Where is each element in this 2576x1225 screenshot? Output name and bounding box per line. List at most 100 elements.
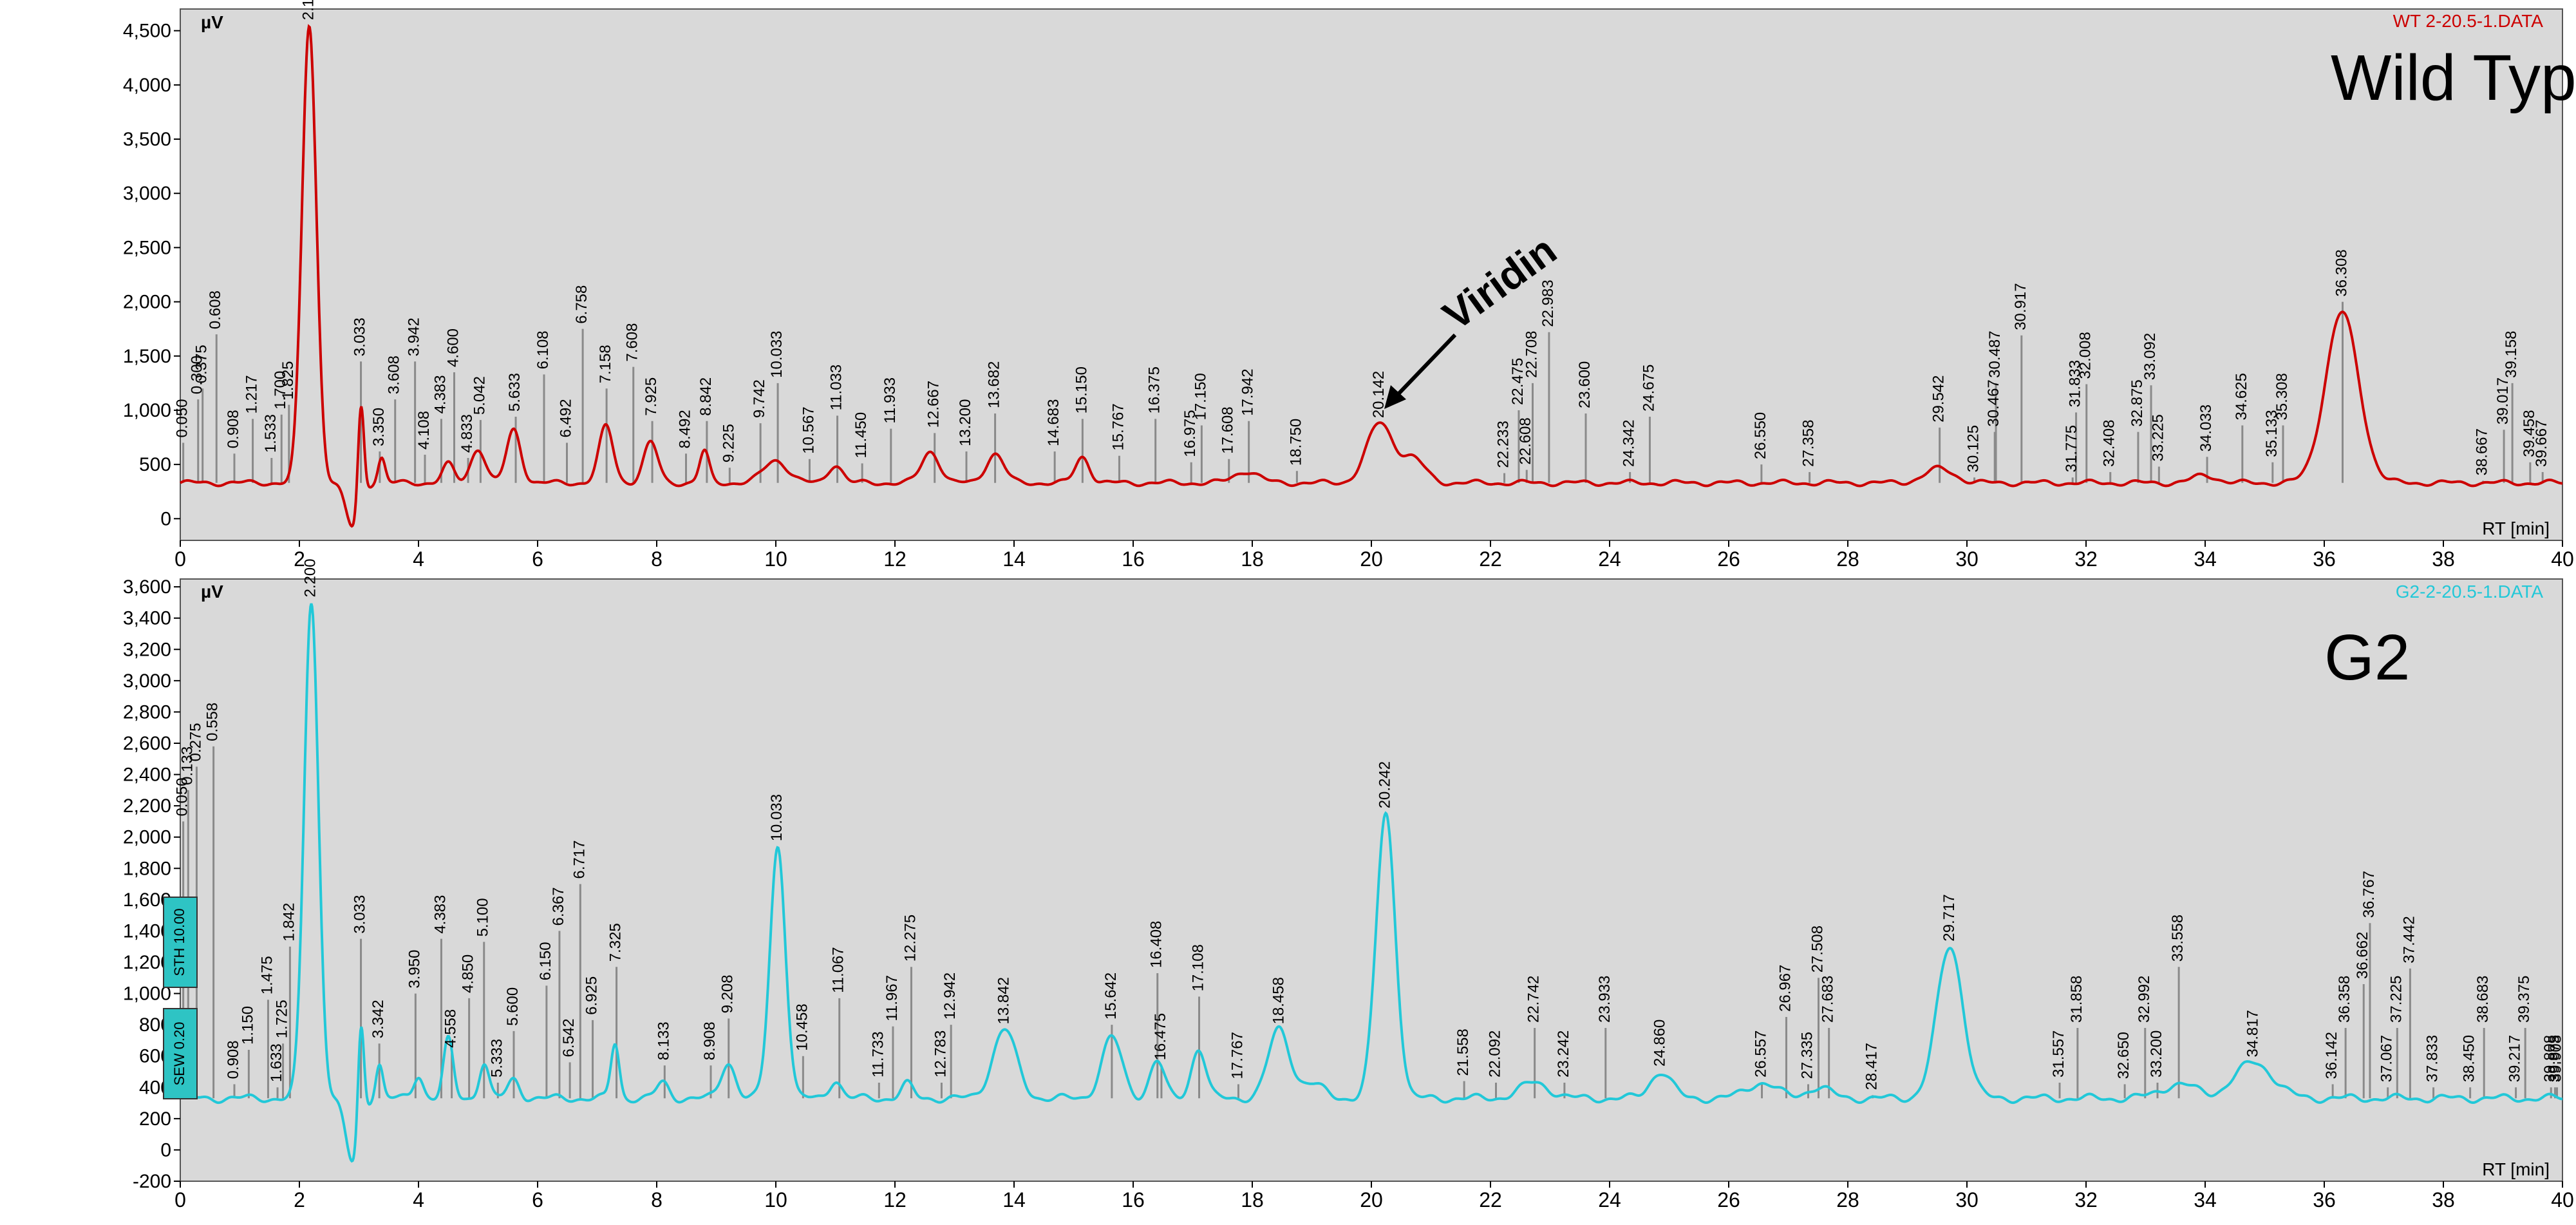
peak-label: 6.542 (560, 1018, 578, 1057)
viridin-arrowhead (1384, 385, 1406, 409)
peak-label: 31.858 (2068, 976, 2085, 1023)
peak-label: 33.225 (2149, 414, 2167, 461)
y-tick-label: 0 (160, 1139, 171, 1161)
peak-label: 17.767 (1228, 1032, 1246, 1079)
x-tick-label: 40 (2551, 1188, 2574, 1211)
peak-label: 13.200 (957, 399, 974, 446)
peak-label: 31.833 (2067, 360, 2084, 407)
peak-label: 37.067 (2378, 1035, 2396, 1082)
peak-label: 11.067 (830, 947, 847, 993)
peak-label: 8.492 (677, 410, 694, 448)
peak-label: 39.875 (2545, 1035, 2562, 1082)
peak-label: 16.375 (1146, 366, 1163, 413)
x-tick-label: 38 (2432, 1188, 2455, 1211)
wild-type-peak-markers (182, 301, 2544, 483)
peak-label: 0.908 (225, 410, 242, 448)
x-tick-label: 38 (2432, 547, 2455, 571)
peak-label: 11.933 (881, 377, 899, 424)
peak-label: 32.992 (2136, 976, 2153, 1023)
y-tick-label: 2,400 (123, 764, 171, 786)
peak-label: 16.475 (1152, 1013, 1169, 1060)
peak-label: 3.942 (406, 318, 423, 356)
x-tick-label: 30 (1955, 547, 1979, 571)
peak-label: 4.833 (458, 414, 476, 453)
peak-label: 37.833 (2424, 1035, 2441, 1082)
peak-label: 1.725 (274, 1000, 291, 1038)
x-tick-label: 32 (2074, 547, 2098, 571)
peak-label: 11.033 (828, 365, 845, 411)
y-tick-label: 1,000 (123, 400, 171, 421)
x-tick-label: 12 (883, 547, 907, 571)
peak-label: 0.275 (187, 723, 204, 761)
x-tick-label: 6 (532, 1188, 543, 1211)
y-tick-label: 3,400 (123, 608, 171, 629)
peak-label: 27.358 (1800, 420, 1818, 467)
peak-label: 7.608 (624, 323, 641, 362)
y-tick-label: 3,000 (123, 670, 171, 692)
y-tick-label: 2,600 (123, 733, 171, 754)
sth-box (163, 897, 198, 988)
peak-label: 3.350 (370, 408, 388, 446)
g2-y-unit: µV (201, 582, 223, 602)
x-tick-label: 26 (1717, 547, 1740, 571)
peak-label: 35.133 (2263, 410, 2280, 457)
peak-label: 18.458 (1270, 977, 1287, 1024)
peak-label: 9.208 (719, 974, 737, 1013)
peak-label: 31.775 (2063, 425, 2080, 472)
peak-label: 31.557 (2050, 1030, 2067, 1078)
peak-label: 36.662 (2354, 932, 2371, 979)
peak-label: 22.233 (1495, 421, 1512, 468)
peak-label: 23.242 (1555, 1030, 1572, 1078)
g2-trace (179, 603, 2563, 1163)
g2-file-label: G2-2-20.5-1.DATA (2396, 582, 2544, 602)
peak-label: 8.908 (701, 1021, 719, 1060)
peak-label: 13.682 (986, 361, 1003, 408)
wild-type-trace (179, 24, 2562, 528)
viridin-arrow-line (1390, 333, 1457, 403)
x-tick-label: 24 (1598, 547, 1621, 571)
peak-label: 6.925 (583, 976, 601, 1015)
peak-label: 2.200 (302, 558, 319, 597)
x-tick-label: 34 (2194, 1188, 2217, 1211)
x-tick-label: 32 (2074, 1188, 2098, 1211)
x-tick-label: 20 (1360, 1188, 1383, 1211)
peak-label: 36.142 (2323, 1032, 2340, 1079)
peak-label: 5.600 (504, 987, 522, 1026)
peak-label: 14.683 (1045, 399, 1062, 446)
peak-label: 23.600 (1576, 361, 1594, 408)
peak-label: 9.225 (720, 424, 737, 462)
y-tick-label: 3,200 (123, 639, 171, 660)
x-tick-label: 16 (1122, 1188, 1145, 1211)
peak-label: 5.042 (471, 376, 488, 415)
x-tick-label: 36 (2313, 1188, 2336, 1211)
peak-label: 10.567 (800, 406, 817, 453)
g2-x-label: RT [min] (2482, 1159, 2550, 1179)
x-tick-label: 14 (1002, 547, 1026, 571)
x-tick-label: 40 (2551, 547, 2574, 571)
peak-label: 39.158 (2503, 330, 2520, 377)
peak-label: 11.967 (883, 975, 901, 1021)
peak-label: 0.608 (207, 290, 224, 329)
x-tick-label: 14 (1002, 1188, 1026, 1211)
g2-panel: -20002004006008001,0001,2001,4001,6001,8… (123, 558, 2574, 1211)
peak-label: 1.475 (258, 956, 276, 994)
peak-label: 26.967 (1776, 965, 1794, 1012)
peak-label: 20.142 (1370, 371, 1387, 418)
peak-label: 11.733 (869, 1031, 887, 1078)
peak-label: 22.708 (1523, 330, 1540, 377)
peak-label: 20.242 (1376, 761, 1393, 808)
peak-label: 22.092 (1487, 1030, 1504, 1078)
x-tick-label: 10 (764, 547, 787, 571)
peak-label: 37.225 (2387, 976, 2405, 1023)
x-tick-label: 10 (764, 1188, 787, 1211)
peak-label: 5.633 (506, 373, 523, 412)
x-tick-label: 28 (1836, 1188, 1859, 1211)
wild-type-file-label: WT 2-20.5-1.DATA (2393, 11, 2544, 31)
peak-label: 29.542 (1930, 375, 1948, 422)
peak-label: 27.335 (1798, 1032, 1816, 1079)
peak-label: 24.342 (1621, 420, 1638, 467)
y-tick-label: 4,500 (123, 21, 171, 42)
